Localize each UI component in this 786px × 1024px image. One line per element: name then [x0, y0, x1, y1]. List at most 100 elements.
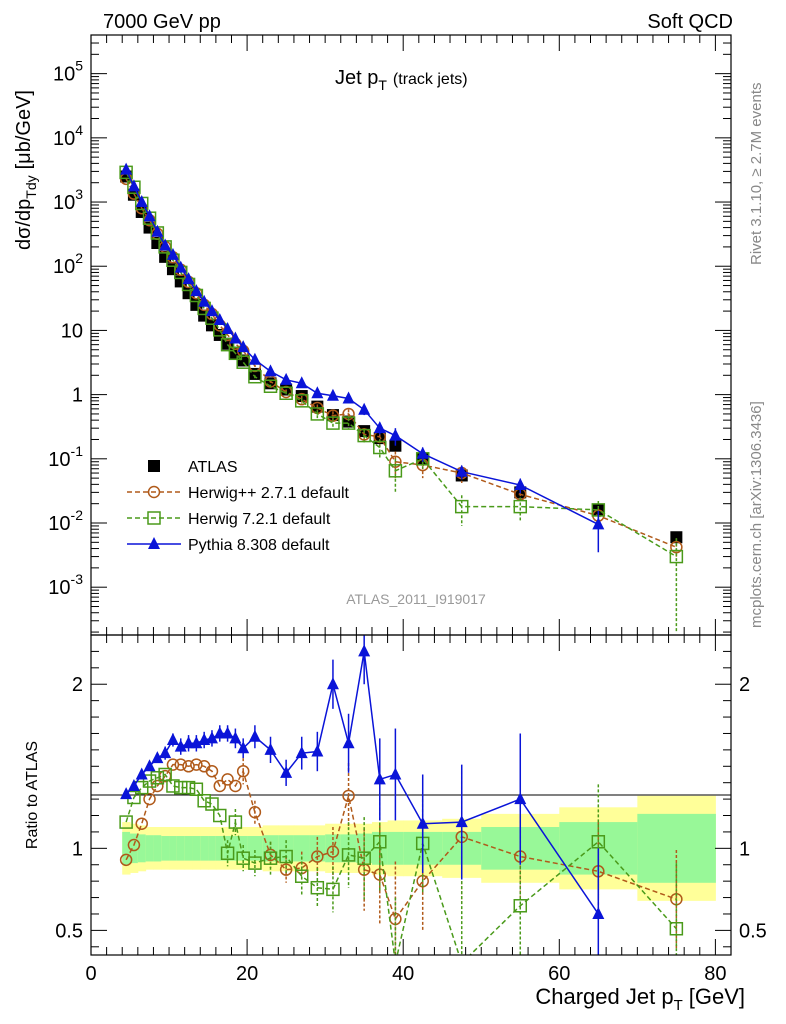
- uncertainty-band-inner: [122, 831, 131, 865]
- data-point: [310, 880, 325, 895]
- data-point: [213, 313, 226, 326]
- data-point: [294, 869, 309, 883]
- data-point: [127, 778, 140, 791]
- data-point: [166, 247, 179, 260]
- legend-marker: [147, 485, 161, 499]
- uncertainty-band-inner: [169, 836, 178, 861]
- data-point: [135, 767, 148, 780]
- data-point: [182, 760, 195, 773]
- data-point: [158, 767, 172, 782]
- data-point: [326, 388, 339, 401]
- data-point: [151, 779, 164, 793]
- data-point: [205, 764, 219, 778]
- data-point: [592, 906, 605, 919]
- data-point: [669, 549, 684, 564]
- data-point: [295, 746, 308, 759]
- data-point: [142, 774, 157, 788]
- header-left: 7000 GeV pp: [103, 11, 221, 33]
- main-frame: [90, 34, 732, 636]
- ratio-y-tick-label-right: 2: [739, 674, 750, 696]
- data-point: [205, 731, 218, 744]
- data-point: [174, 260, 187, 273]
- data-point: [455, 815, 468, 828]
- uncertainty-band-inner: [387, 831, 404, 865]
- x-tick-label: 40: [392, 963, 414, 985]
- data-point: [341, 416, 356, 430]
- data-point: [174, 780, 188, 795]
- data-point: [236, 355, 250, 369]
- data-point: [357, 851, 371, 865]
- data-point: [120, 787, 133, 800]
- legend-label: Pythia 8.308 default: [188, 537, 330, 554]
- data-point: [279, 863, 293, 876]
- uncertainty-band-inner: [278, 835, 295, 862]
- data-point: [373, 835, 387, 849]
- uncertainty-band-inner: [200, 836, 209, 861]
- uncertainty-band-inner: [145, 835, 154, 862]
- series-line: [125, 773, 677, 955]
- y-tick-label: 10-3: [48, 571, 83, 599]
- y-tick-label: 102: [53, 250, 83, 278]
- main-panel: 1 10 10-3 10-2 10-1 102 103 104 105 Jet pT (track…: [13, 34, 732, 636]
- data-point: [514, 478, 527, 491]
- x-tick-label: 60: [548, 963, 570, 985]
- uncertainty-band-inner: [153, 835, 162, 862]
- data-point: [229, 731, 242, 744]
- data-point: [120, 162, 133, 175]
- data-point: [416, 816, 429, 829]
- data-point: [248, 856, 262, 870]
- data-point: [263, 851, 278, 865]
- uncertainty-band-inner: [184, 836, 193, 861]
- data-point: [248, 352, 261, 365]
- y-tick-label: 10: [61, 320, 83, 342]
- data-point: [174, 739, 187, 752]
- data-point: [389, 767, 402, 780]
- data-point: [174, 758, 188, 771]
- data-point: [311, 850, 324, 863]
- data-point: [280, 372, 293, 385]
- uncertainty-band-inner: [176, 836, 186, 861]
- series-main-pythia: [120, 162, 605, 553]
- ratio-panel: 0 20 40 60 80 0.5 0.5 1 1 2 2 Ratio to ATLAS Charg…: [24, 634, 767, 1014]
- data-point: [237, 340, 250, 353]
- data-point: [205, 797, 219, 811]
- data-point: [358, 644, 371, 657]
- data-point: [326, 677, 339, 690]
- data-point: [221, 726, 234, 739]
- plot-title: Jet pT (track jets): [335, 67, 468, 93]
- series-main-herwig: [119, 165, 684, 633]
- uncertainty-band-inner: [130, 833, 139, 864]
- data-point: [127, 179, 140, 192]
- uncertainty-band-inner: [215, 836, 225, 861]
- x-tick-label: 20: [236, 963, 258, 985]
- ratio-y-tick-label-right: 1: [739, 838, 750, 860]
- data-point: [326, 845, 340, 858]
- x-axis-label: Charged Jet pT [GeV]: [535, 984, 745, 1014]
- data-point: [143, 792, 156, 806]
- legend-entry: ATLAS: [148, 459, 238, 476]
- data-point: [237, 354, 250, 367]
- data-point: [236, 764, 250, 778]
- data-point: [221, 322, 234, 335]
- data-point: [181, 780, 196, 795]
- data-point: [341, 848, 356, 862]
- data-point: [669, 921, 684, 936]
- legend-marker: [148, 537, 160, 549]
- data-point: [198, 294, 211, 307]
- data-point: [135, 195, 148, 208]
- watermark: ATLAS_2011_I919017: [346, 591, 486, 607]
- uncertainty-band-inner: [137, 834, 147, 863]
- data-point: [592, 517, 605, 530]
- data-point: [342, 391, 355, 404]
- data-point: [456, 957, 468, 969]
- data-point: [454, 499, 469, 514]
- header-right: Soft QCD: [647, 11, 733, 33]
- uncertainty-band-inner: [247, 836, 264, 861]
- data-point: [326, 882, 340, 897]
- data-point: [279, 849, 293, 864]
- data-point: [150, 771, 165, 785]
- data-point: [190, 758, 203, 771]
- uncertainty-band-inner: [161, 836, 170, 861]
- side-label-top: Rivet 3.1.10, ≥ 2.7M events: [748, 83, 765, 266]
- data-point: [670, 531, 683, 544]
